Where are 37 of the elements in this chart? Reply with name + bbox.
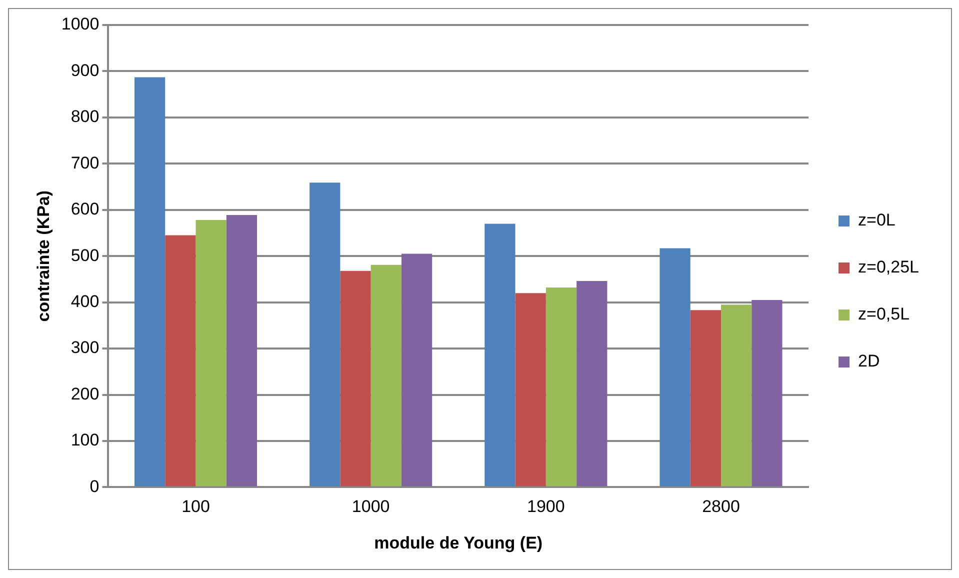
- y-tick-label: 800: [70, 107, 100, 126]
- legend-label: z=0,25L: [858, 258, 920, 277]
- x-tick-label: 1900: [527, 497, 565, 516]
- bar: [196, 220, 226, 486]
- y-tick-label: 400: [70, 292, 100, 312]
- bar: [484, 224, 516, 486]
- x-tick-label: 2800: [702, 497, 740, 516]
- y-tick-label: 500: [70, 246, 100, 265]
- bar: [340, 270, 371, 486]
- bar: [576, 281, 608, 486]
- x-tick-label: 1000: [352, 497, 390, 516]
- y-tick-label: 600: [70, 200, 100, 219]
- y-tick-label: 100: [70, 430, 100, 450]
- bar: [546, 288, 577, 486]
- x-axis-title: module de Young (E): [374, 533, 543, 552]
- legend-label: z=0,5L: [858, 304, 910, 324]
- bar: [690, 310, 721, 486]
- y-tick-label: 0: [90, 476, 100, 496]
- y-tick-label: 300: [70, 338, 100, 358]
- y-axis-title: contrainte (KPa): [34, 190, 53, 322]
- y-tick-label: 900: [70, 60, 100, 80]
- bar: [226, 214, 258, 486]
- legend-label: 2D: [858, 352, 880, 371]
- bar: [752, 300, 782, 486]
- bar: [165, 235, 196, 486]
- bar: [660, 248, 690, 486]
- y-tick-label: 200: [70, 384, 100, 404]
- bar: [134, 77, 166, 486]
- bar: [720, 304, 752, 486]
- bar: [515, 293, 546, 486]
- bar: [310, 182, 340, 486]
- bar: [401, 254, 432, 486]
- y-tick-label: 1000: [61, 14, 100, 34]
- bar: [370, 264, 402, 486]
- legend-label: z=0L: [858, 210, 896, 230]
- y-tick-label: 700: [70, 153, 100, 172]
- x-tick-label: 100: [182, 497, 210, 516]
